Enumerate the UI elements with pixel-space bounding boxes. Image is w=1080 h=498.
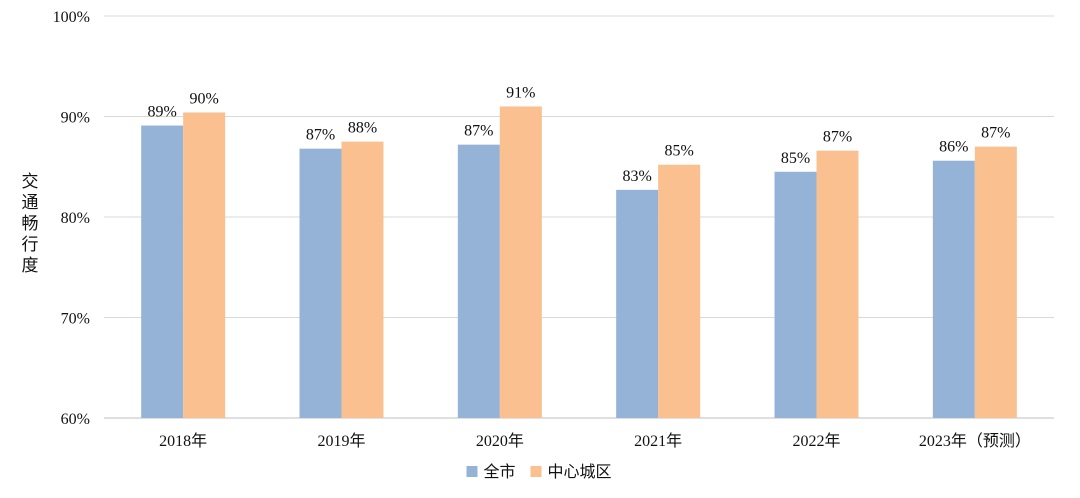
x-tick-label: 2018年 [159, 432, 207, 450]
y-tick-label: 80% [61, 210, 90, 227]
bar-citywide-5 [932, 160, 975, 418]
x-tick-label: 2020年 [476, 432, 524, 450]
legend-swatch [466, 466, 478, 477]
legend: 全市 中心城区 [466, 462, 612, 481]
gridlines [104, 15, 1054, 419]
legend-label: 全市 [484, 462, 516, 481]
data-label: 86% [939, 139, 968, 156]
data-label: 87% [823, 129, 852, 146]
bar-citywide-1 [299, 148, 342, 418]
data-label: 88% [348, 120, 377, 137]
data-label: 87% [464, 123, 493, 140]
y-axis-label: 交通畅行度 [22, 172, 39, 276]
legend-swatch [530, 466, 542, 477]
bar-central-3 [658, 164, 701, 418]
y-tick-label: 70% [61, 311, 90, 328]
y-tick-label: 60% [61, 411, 90, 428]
bar-citywide-2 [457, 144, 500, 418]
axis-ticks: 60% 70% 80% 90% 100% 2018年 2019年 2020年 2021年 2022… [53, 9, 1031, 450]
bar-central-1 [341, 141, 384, 418]
x-tick-label: 2022年 [792, 432, 840, 450]
data-label: 90% [190, 90, 219, 107]
y-tick-label: 100% [53, 9, 90, 26]
bar-citywide-0 [141, 125, 184, 419]
x-tick-label: 2019年 [317, 432, 365, 450]
bar-central-5 [974, 146, 1017, 418]
data-label: 85% [781, 150, 810, 167]
data-label: 87% [981, 125, 1010, 142]
data-label: 85% [665, 143, 694, 160]
bar-central-4 [816, 150, 859, 419]
y-tick-label: 90% [61, 110, 90, 127]
data-labels: 89% 90% 87% 88% 87% 91% 83% 85% 85% 87% 86% 87% [148, 84, 1011, 184]
bar-central-2 [499, 106, 542, 418]
data-label: 87% [306, 127, 335, 144]
x-tick-label: 2023年（预测） [919, 432, 1031, 450]
bar-citywide-4 [774, 171, 817, 418]
data-label: 89% [148, 104, 177, 121]
bar-central-0 [183, 112, 226, 418]
bar-citywide-3 [616, 189, 659, 418]
data-label: 91% [506, 84, 535, 101]
data-label: 83% [623, 168, 652, 185]
bars [141, 106, 1017, 419]
x-tick-label: 2021年 [634, 432, 682, 450]
legend-label: 中心城区 [548, 462, 612, 481]
